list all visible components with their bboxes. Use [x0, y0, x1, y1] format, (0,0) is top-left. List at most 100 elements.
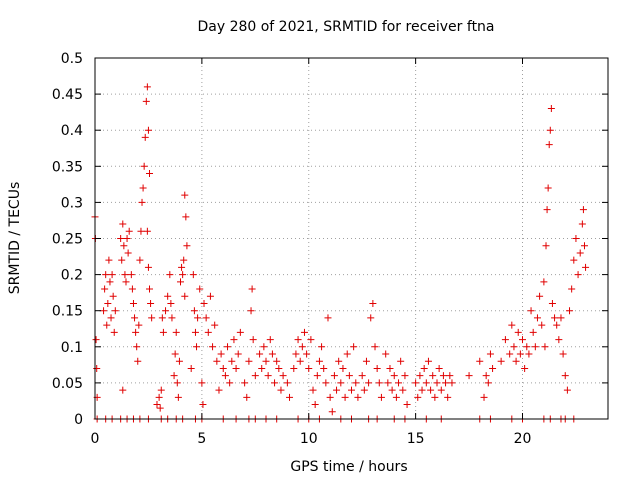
data-point [155, 393, 163, 401]
data-point [335, 357, 343, 365]
data-point [345, 372, 353, 380]
data-point [164, 292, 172, 300]
data-point [377, 393, 385, 401]
data-point [106, 278, 114, 286]
data-point [371, 343, 379, 351]
data-point [561, 372, 569, 380]
data-point [138, 198, 146, 206]
data-point [236, 328, 244, 336]
data-point [153, 401, 161, 409]
data-point [211, 321, 219, 329]
data-point [198, 379, 206, 387]
data-point [416, 372, 424, 380]
data-point [574, 271, 582, 279]
data-point [100, 307, 108, 315]
chart-title: Day 280 of 2021, SRMTID for receiver ftn… [197, 19, 494, 35]
data-point [107, 314, 115, 322]
data-point [224, 343, 232, 351]
data-point [582, 263, 590, 271]
data-point [243, 393, 251, 401]
y-tick-label: 0.1 [61, 340, 83, 356]
data-point [144, 126, 152, 134]
data-point [384, 379, 392, 387]
data-point [563, 386, 571, 394]
data-point [333, 386, 341, 394]
data-point [251, 372, 259, 380]
data-point [279, 372, 287, 380]
data-point [320, 364, 328, 372]
data-point [93, 364, 101, 372]
data-point [119, 386, 127, 394]
data-points [91, 83, 590, 423]
data-point [350, 343, 358, 351]
data-point [133, 343, 141, 351]
data-point [245, 357, 253, 365]
data-point [264, 372, 272, 380]
data-point [529, 328, 537, 336]
data-point [206, 292, 214, 300]
data-point [543, 206, 551, 214]
data-point [531, 343, 539, 351]
data-point [249, 336, 257, 344]
y-tick-label: 0 [74, 412, 83, 428]
data-point [125, 227, 133, 235]
x-tick-label: 10 [300, 431, 318, 447]
data-point [348, 386, 355, 394]
data-point [129, 299, 137, 307]
data-point [183, 242, 191, 250]
data-point [142, 97, 150, 105]
data-point [199, 401, 207, 409]
data-point [486, 350, 494, 358]
data-point [566, 307, 574, 315]
data-point [117, 235, 125, 242]
data-point [369, 299, 377, 307]
data-point [174, 393, 182, 401]
data-point [559, 350, 567, 358]
data-point [341, 393, 349, 401]
data-point [337, 379, 345, 387]
data-point [204, 328, 212, 336]
data-point [579, 206, 587, 214]
data-point [109, 292, 117, 300]
data-point [137, 227, 145, 235]
data-point [144, 263, 152, 271]
data-point [388, 386, 396, 394]
data-point [422, 379, 430, 387]
data-point [547, 105, 555, 113]
data-point [217, 350, 225, 358]
data-point [512, 357, 520, 365]
data-point [313, 372, 321, 380]
data-point [465, 372, 473, 380]
data-point [508, 321, 516, 329]
data-point [232, 364, 240, 372]
data-point [324, 314, 332, 322]
data-point [200, 299, 208, 307]
data-point [134, 357, 142, 365]
data-point [209, 343, 217, 351]
data-point [576, 249, 584, 257]
data-point [124, 249, 132, 257]
y-tick-label: 0.3 [61, 195, 83, 211]
data-point [296, 357, 304, 365]
data-point [143, 227, 151, 235]
data-point [159, 328, 167, 336]
y-axis-label: SRMTID / TECUs [7, 182, 23, 295]
data-point [326, 393, 334, 401]
data-point [230, 336, 238, 344]
data-point [110, 328, 118, 336]
data-point [170, 372, 178, 380]
data-point [202, 314, 210, 322]
data-point [542, 242, 550, 250]
data-point [196, 285, 204, 293]
data-point [424, 357, 432, 365]
axes: 0 0.05 0.1 0.15 0.2 0.25 0.3 0.35 0.4 0.45 0.5 0 5 10… [52, 51, 609, 447]
data-point [166, 271, 174, 279]
data-point [397, 357, 405, 365]
data-point [247, 307, 255, 315]
data-point [141, 133, 149, 141]
data-point [193, 343, 201, 351]
y-tick-label: 0.5 [61, 51, 83, 67]
data-point [429, 372, 437, 380]
data-point [433, 379, 441, 387]
